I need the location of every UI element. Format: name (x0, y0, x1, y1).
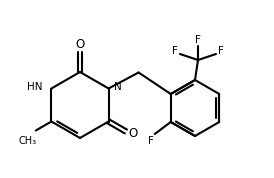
Text: F: F (148, 136, 154, 146)
Text: O: O (128, 127, 138, 140)
Text: F: F (195, 35, 201, 45)
Text: N: N (114, 82, 121, 91)
Text: HN: HN (27, 82, 42, 93)
Text: O: O (75, 38, 85, 51)
Text: F: F (172, 46, 178, 56)
Text: CH₃: CH₃ (19, 135, 37, 145)
Text: F: F (218, 46, 224, 56)
